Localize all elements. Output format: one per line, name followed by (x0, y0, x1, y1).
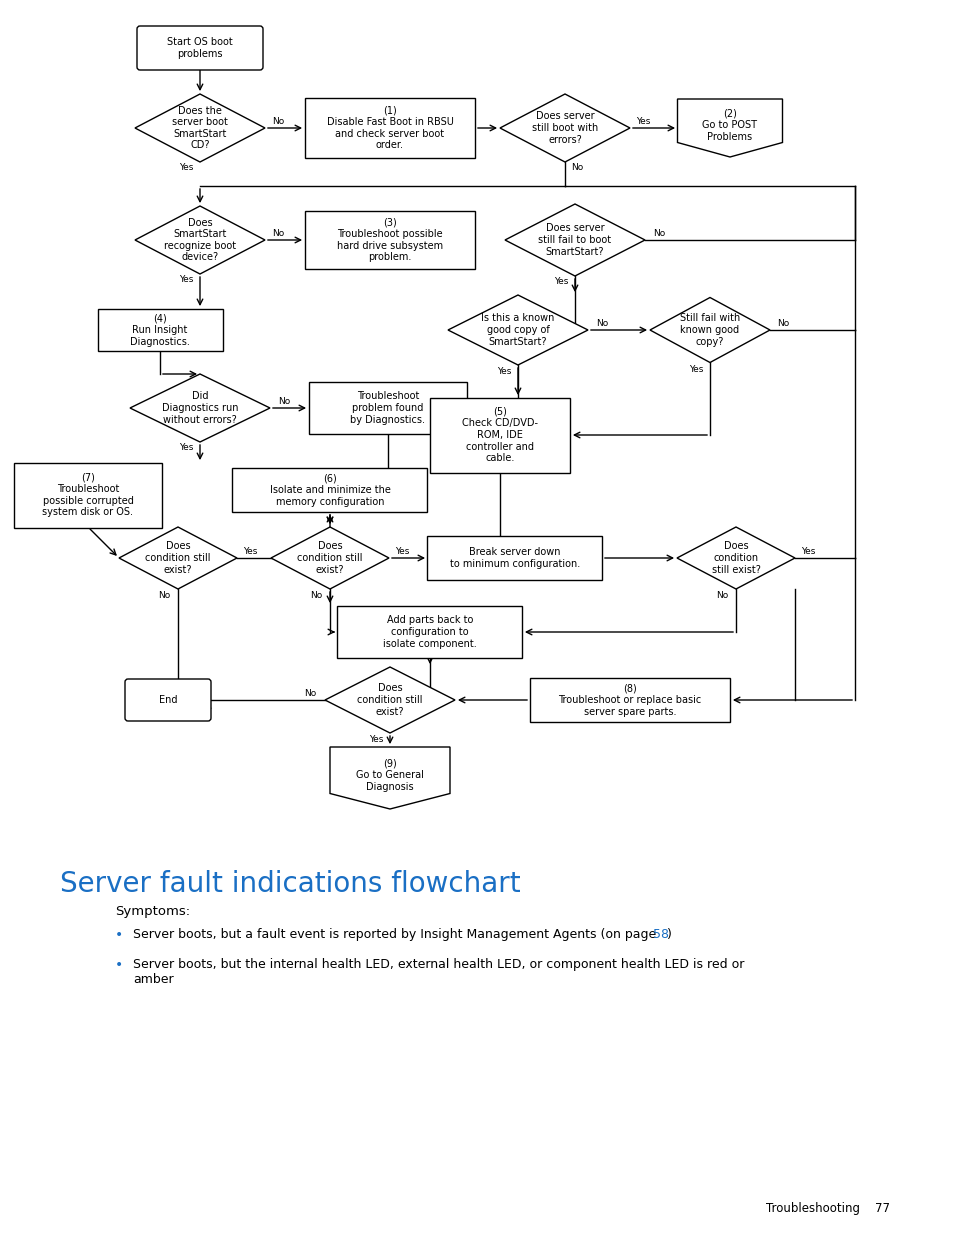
Text: No: No (596, 320, 607, 329)
Text: Yes: Yes (688, 366, 702, 374)
Polygon shape (448, 295, 587, 366)
Text: 58: 58 (652, 927, 668, 941)
Text: Does server
still fail to boot
SmartStart?: Does server still fail to boot SmartStar… (537, 224, 611, 257)
Text: (9)
Go to General
Diagnosis: (9) Go to General Diagnosis (355, 758, 423, 792)
Text: Add parts back to
configuration to
isolate component.: Add parts back to configuration to isola… (383, 615, 476, 648)
Text: •: • (115, 958, 123, 972)
Polygon shape (499, 94, 629, 162)
Bar (14, 462, 162, 527)
Text: No: No (304, 689, 315, 699)
Polygon shape (119, 527, 236, 589)
Text: No: No (310, 592, 322, 600)
Text: Still fail with
known good
copy?: Still fail with known good copy? (679, 314, 740, 347)
Text: Server boots, but a fault event is reported by Insight Management Agents (on pag: Server boots, but a fault event is repor… (132, 927, 659, 941)
Bar (309, 382, 467, 433)
Polygon shape (677, 527, 794, 589)
Text: No: No (277, 398, 290, 406)
Text: Does
condition still
exist?: Does condition still exist? (356, 683, 422, 716)
Polygon shape (677, 99, 781, 157)
Text: ): ) (666, 927, 671, 941)
Polygon shape (504, 204, 644, 275)
Bar (305, 211, 475, 269)
Text: Yes: Yes (178, 443, 193, 452)
Polygon shape (271, 527, 389, 589)
Polygon shape (135, 94, 265, 162)
Polygon shape (325, 667, 455, 734)
Text: Does
SmartStart
recognize boot
device?: Does SmartStart recognize boot device? (164, 217, 235, 262)
Text: End: End (158, 695, 177, 705)
Text: (1)
Disable Fast Boot in RBSU
and check server boot
order.: (1) Disable Fast Boot in RBSU and check … (326, 106, 453, 151)
Text: Yes: Yes (243, 547, 257, 557)
Text: Yes: Yes (554, 278, 568, 287)
Text: Does server
still boot with
errors?: Does server still boot with errors? (532, 111, 598, 144)
Polygon shape (649, 298, 769, 363)
Text: No: No (157, 592, 170, 600)
Text: Does the
server boot
SmartStart
CD?: Does the server boot SmartStart CD? (172, 106, 228, 151)
Bar (530, 678, 729, 722)
Text: (8)
Troubleshoot or replace basic
server spare parts.: (8) Troubleshoot or replace basic server… (558, 683, 700, 716)
Text: Server boots, but the internal health LED, external health LED, or component hea: Server boots, but the internal health LE… (132, 958, 743, 986)
Text: Is this a known
good copy of
SmartStart?: Is this a known good copy of SmartStart? (481, 314, 554, 347)
Text: Yes: Yes (178, 275, 193, 284)
Bar (430, 398, 569, 473)
Text: No: No (570, 163, 582, 173)
Text: Yes: Yes (178, 163, 193, 173)
Text: (4)
Run Insight
Diagnostics.: (4) Run Insight Diagnostics. (130, 314, 190, 347)
Text: Troubleshooting    77: Troubleshooting 77 (765, 1202, 889, 1215)
Text: No: No (652, 230, 664, 238)
Text: (5)
Check CD/DVD-
ROM, IDE
controller and
cable.: (5) Check CD/DVD- ROM, IDE controller an… (461, 406, 537, 463)
Polygon shape (330, 747, 450, 809)
Text: (7)
Troubleshoot
possible corrupted
system disk or OS.: (7) Troubleshoot possible corrupted syst… (43, 473, 133, 517)
Text: Symptoms:: Symptoms: (115, 905, 190, 918)
FancyBboxPatch shape (125, 679, 211, 721)
Bar (427, 536, 602, 580)
Bar (305, 98, 475, 158)
Text: Yes: Yes (395, 547, 409, 557)
Text: Does
condition
still exist?: Does condition still exist? (711, 541, 760, 574)
Text: Server fault indications flowchart: Server fault indications flowchart (60, 869, 520, 898)
Text: No: No (715, 592, 727, 600)
Bar (97, 309, 222, 351)
Text: (3)
Troubleshoot possible
hard drive subsystem
problem.: (3) Troubleshoot possible hard drive sub… (336, 217, 442, 262)
Text: Break server down
to minimum configuration.: Break server down to minimum configurati… (450, 547, 579, 569)
Text: Yes: Yes (635, 117, 650, 126)
FancyBboxPatch shape (137, 26, 263, 70)
Polygon shape (135, 206, 265, 274)
Text: Yes: Yes (369, 736, 383, 745)
Text: Does
condition still
exist?: Does condition still exist? (297, 541, 362, 574)
Text: No: No (776, 320, 788, 329)
Text: Yes: Yes (497, 368, 511, 377)
Text: •: • (115, 927, 123, 942)
Bar (337, 606, 522, 658)
Text: No: No (272, 117, 284, 126)
Text: Start OS boot
problems: Start OS boot problems (167, 37, 233, 59)
Text: Did
Diagnostics run
without errors?: Did Diagnostics run without errors? (162, 391, 238, 425)
Text: Yes: Yes (800, 547, 814, 557)
Bar (233, 468, 427, 513)
Text: Troubleshoot
problem found
by Diagnostics.: Troubleshoot problem found by Diagnostic… (350, 391, 425, 425)
Polygon shape (130, 374, 270, 442)
Text: (2)
Go to POST
Problems: (2) Go to POST Problems (701, 109, 757, 142)
Text: (6)
Isolate and minimize the
memory configuration: (6) Isolate and minimize the memory conf… (270, 473, 390, 506)
Text: No: No (272, 230, 284, 238)
Text: Does
condition still
exist?: Does condition still exist? (145, 541, 211, 574)
